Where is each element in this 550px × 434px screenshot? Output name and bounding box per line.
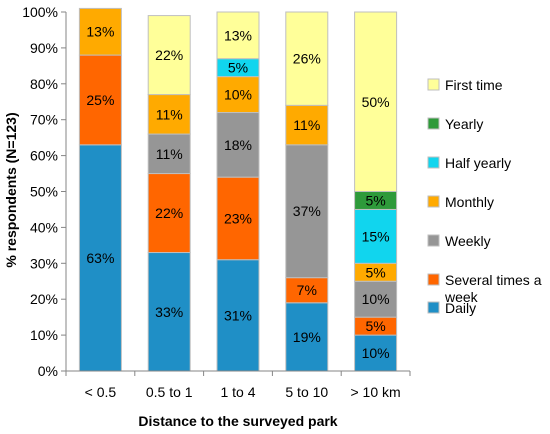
y-tick-label: 60% [30, 148, 58, 164]
data-label: 26% [293, 51, 321, 67]
x-axis: < 0.5 0.5 to 1 1 to 4 5 to 10 > 10 km [65, 370, 411, 400]
data-label: 11% [156, 106, 183, 122]
data-label: 18% [224, 137, 252, 153]
data-label: 31% [224, 307, 252, 323]
plot-area: 63% 25% 13% 33% 22% 11% 11% 22% 31% 23% 18% 10% 5% 13… [78, 7, 398, 372]
data-label: 15% [362, 228, 390, 244]
y-tick-label: 70% [30, 112, 58, 128]
y-tick-label: 30% [30, 255, 58, 271]
legend-swatch [427, 156, 440, 169]
bar-segment [78, 7, 122, 56]
bar-segment [78, 144, 122, 372]
data-label: 7% [297, 282, 317, 298]
data-label: 5% [365, 318, 385, 334]
data-label: 5% [228, 60, 248, 76]
bar-segment [285, 11, 329, 106]
legend-swatch [427, 273, 440, 286]
data-label: 13% [86, 24, 114, 40]
legend-item: Daily [427, 300, 476, 316]
legend-swatch [427, 234, 440, 247]
x-tick-label: 1 to 4 [220, 384, 255, 400]
legend-label: Daily [445, 300, 476, 316]
bar-segment [147, 252, 191, 372]
y-tick-label: 20% [30, 291, 58, 307]
legend-label: Half yearly [445, 155, 511, 171]
bar-stack: 33% 22% 11% 11% 22% [147, 15, 191, 372]
bar-stack: 63% 25% 13% [78, 7, 122, 372]
legend-swatch [427, 195, 440, 208]
bar-segment [216, 11, 260, 60]
bar-segment [147, 94, 191, 135]
x-tick-label: 5 to 10 [285, 384, 328, 400]
legend-item: First time [427, 77, 503, 93]
data-label: 37% [293, 203, 321, 219]
legend-label: Weekly [445, 233, 491, 249]
data-label: 11% [156, 146, 183, 162]
x-tick-label: 0.5 to 1 [146, 384, 193, 400]
data-label: 25% [86, 92, 114, 108]
legend-swatch [427, 78, 440, 91]
data-label: 63% [86, 250, 114, 266]
bar-segment [285, 104, 329, 146]
bar-segment [216, 112, 260, 178]
legend-label: Monthly [445, 194, 494, 210]
legend-item: Yearly [427, 116, 483, 132]
y-axis-title: % respondents (N=123) [3, 112, 19, 267]
x-tick-label: < 0.5 [85, 384, 117, 400]
data-label: 23% [224, 210, 252, 226]
data-label: 50% [362, 94, 390, 110]
y-tick-label: 100% [22, 4, 58, 20]
legend-swatch [427, 301, 440, 314]
bar-segment [147, 173, 191, 254]
data-label: 10% [362, 345, 390, 361]
bar-stack: 10% 5% 10% 5% 15% 5% 50% [354, 11, 398, 372]
data-label: 13% [224, 27, 252, 43]
bar-segment [216, 76, 260, 114]
data-label: 5% [365, 192, 385, 208]
y-tick-label: 80% [30, 76, 58, 92]
bar-segment [354, 208, 398, 264]
bar-segment [216, 176, 260, 261]
bar-segment [285, 277, 329, 304]
legend-item: Half yearly [427, 155, 511, 171]
legend-label: Several times a week [444, 272, 542, 305]
legend-item: Weekly [427, 233, 491, 249]
bar-segment [147, 15, 191, 96]
x-tick-label: > 10 km [350, 384, 400, 400]
legend-item: Monthly [427, 194, 494, 210]
bar-stack: 19% 7% 37% 11% 26% [285, 11, 329, 372]
legend: First time Yearly Half yearly Monthly Weekly… [427, 77, 542, 316]
y-tick-label: 0% [38, 363, 58, 379]
data-label: 5% [365, 264, 385, 280]
data-label: 19% [293, 329, 321, 345]
data-label: 10% [224, 87, 252, 103]
bar-segment [285, 144, 329, 279]
legend-item: Several times a week [427, 272, 542, 305]
data-label: 10% [362, 291, 390, 307]
bar-segment [285, 302, 329, 372]
data-label: 22% [155, 47, 183, 63]
y-tick-label: 40% [30, 219, 58, 235]
legend-label: Yearly [445, 116, 483, 132]
bar-segment [147, 133, 191, 175]
bar-stack: 31% 23% 18% 10% 5% 13% [216, 11, 260, 372]
bar-segment [354, 11, 398, 192]
y-tick-label: 10% [30, 327, 58, 343]
bar-segment [354, 334, 398, 372]
y-axis: 0% 10% 20% 30% 40% 50% 60% 70% 80% 90% 100% [22, 4, 67, 379]
legend-swatch [427, 117, 440, 130]
data-label: 22% [155, 205, 183, 221]
legend-label: First time [445, 77, 503, 93]
y-tick-label: 50% [30, 184, 58, 200]
data-label: 11% [293, 117, 320, 133]
x-axis-title: Distance to the surveyed park [138, 413, 337, 429]
y-tick-label: 90% [30, 40, 58, 56]
bar-segment [78, 54, 122, 146]
data-label: 33% [155, 304, 183, 320]
